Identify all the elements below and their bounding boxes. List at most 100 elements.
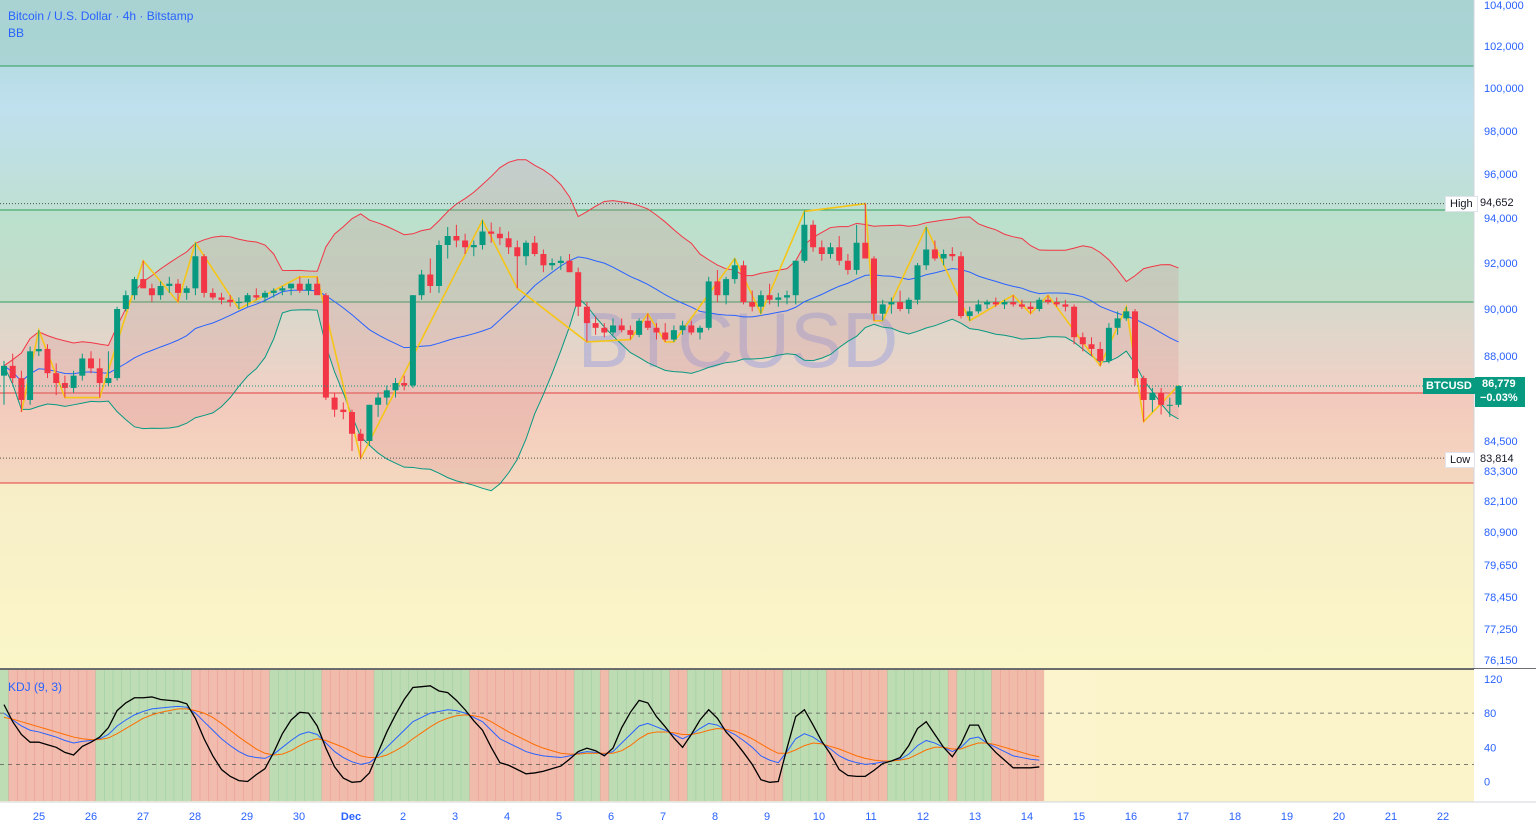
candle bbox=[296, 276, 303, 293]
candle bbox=[375, 392, 382, 417]
candle bbox=[1001, 299, 1008, 309]
candle bbox=[670, 325, 677, 342]
kdj-regime-band bbox=[130, 670, 140, 801]
candle-body bbox=[1158, 392, 1165, 405]
price-tick-label: 83,300 bbox=[1484, 466, 1518, 478]
kdj-regime-band bbox=[60, 670, 70, 801]
candle-body bbox=[209, 292, 216, 298]
candle-body bbox=[505, 238, 512, 248]
current-symbol-tag[interactable]: BTCUSD bbox=[1423, 378, 1475, 394]
kdj-regime-band bbox=[678, 670, 688, 801]
price-tick-label: 104,000 bbox=[1484, 0, 1524, 12]
kdj-regime-band bbox=[147, 670, 157, 801]
candle bbox=[931, 240, 938, 261]
kdj-regime-band bbox=[347, 670, 357, 801]
kdj-regime-band bbox=[834, 670, 845, 801]
candle bbox=[636, 318, 643, 338]
kdj-regime-band bbox=[608, 670, 618, 801]
candle-body bbox=[1175, 386, 1182, 405]
kdj-label[interactable]: KDJ (9, 3) bbox=[8, 680, 63, 694]
candle bbox=[897, 290, 904, 312]
kdj-regime-band bbox=[321, 670, 331, 801]
kdj-regime-band bbox=[713, 670, 723, 801]
candle bbox=[122, 290, 129, 312]
candle bbox=[314, 276, 321, 296]
candle-body bbox=[905, 299, 912, 309]
candle-body bbox=[375, 397, 382, 405]
candle-body bbox=[731, 265, 738, 280]
current-change: −0.03% bbox=[1480, 392, 1518, 404]
candle bbox=[148, 283, 155, 303]
time-tick-label: 7 bbox=[660, 811, 666, 823]
kdj-regime-band bbox=[582, 670, 592, 801]
candle bbox=[644, 313, 651, 331]
time-tick-label: 19 bbox=[1281, 811, 1293, 823]
kdj-regime-band bbox=[878, 670, 888, 801]
candle bbox=[1158, 387, 1165, 415]
kdj-regime-band bbox=[208, 670, 218, 801]
candle bbox=[949, 247, 956, 261]
candle bbox=[940, 249, 947, 266]
kdj-regime-band bbox=[939, 670, 949, 801]
candle-body bbox=[1132, 311, 1138, 379]
candle-body bbox=[1053, 302, 1060, 305]
kdj-regime-band bbox=[843, 670, 853, 801]
candle bbox=[1053, 297, 1060, 307]
kdj-regime-band bbox=[391, 670, 401, 801]
kdj-regime-band bbox=[782, 670, 792, 801]
indicator-label[interactable]: BB bbox=[8, 26, 25, 40]
candle-body bbox=[1140, 378, 1147, 400]
kdj-regime-band bbox=[469, 670, 479, 801]
kdj-regime-band bbox=[686, 670, 697, 801]
candle-body bbox=[166, 283, 173, 286]
time-tick-label: 11 bbox=[865, 811, 876, 823]
candle bbox=[1, 360, 7, 405]
candle bbox=[270, 288, 277, 298]
kdj-regime-band bbox=[756, 670, 766, 801]
candle bbox=[1071, 304, 1078, 345]
candle-body bbox=[818, 247, 825, 254]
price-tick-label: 77,250 bbox=[1484, 624, 1518, 636]
candle bbox=[523, 240, 529, 266]
kdj-regime-band bbox=[217, 670, 227, 801]
price-tick-label: 82,100 bbox=[1484, 496, 1518, 508]
low-label: Low bbox=[1445, 452, 1476, 468]
candle bbox=[557, 256, 564, 270]
time-tick-label: 28 bbox=[189, 811, 201, 823]
candle-body bbox=[218, 297, 225, 300]
candle-body bbox=[897, 302, 904, 309]
candle-body bbox=[157, 286, 164, 296]
kdj-regime-band bbox=[539, 670, 549, 801]
candle bbox=[96, 358, 103, 398]
kdj-regime-band bbox=[921, 670, 932, 801]
time-tick-label: 16 bbox=[1125, 811, 1137, 823]
candle bbox=[505, 231, 512, 254]
candle-body bbox=[35, 348, 42, 352]
time-tick-label: 5 bbox=[556, 811, 562, 823]
price-axis-background[interactable] bbox=[1474, 0, 1536, 668]
kdj-regime-band bbox=[173, 670, 183, 801]
kdj-regime-band bbox=[408, 670, 418, 801]
kdj-regime-band bbox=[1000, 670, 1010, 801]
candle-body bbox=[18, 378, 25, 400]
candle-body bbox=[888, 302, 895, 305]
candle-body bbox=[288, 283, 295, 289]
chart-title[interactable]: Bitcoin / U.S. Dollar · 4h · Bitstamp bbox=[8, 9, 194, 23]
candle-body bbox=[801, 224, 808, 261]
candle bbox=[1062, 299, 1069, 312]
candle bbox=[1010, 295, 1017, 307]
candle bbox=[1079, 332, 1086, 352]
candle-body bbox=[844, 260, 851, 270]
time-axis-background[interactable] bbox=[0, 802, 1536, 830]
green-zone bbox=[0, 210, 1474, 302]
candle-body bbox=[79, 358, 86, 376]
time-tick-label: 17 bbox=[1177, 811, 1189, 823]
candle bbox=[723, 276, 730, 305]
price-tick-label: 78,450 bbox=[1484, 592, 1518, 604]
candle-body bbox=[827, 247, 834, 254]
time-tick-label: 25 bbox=[33, 811, 45, 823]
candle bbox=[470, 240, 477, 257]
kdj-regime-band bbox=[0, 670, 9, 801]
candle-body bbox=[958, 256, 964, 317]
